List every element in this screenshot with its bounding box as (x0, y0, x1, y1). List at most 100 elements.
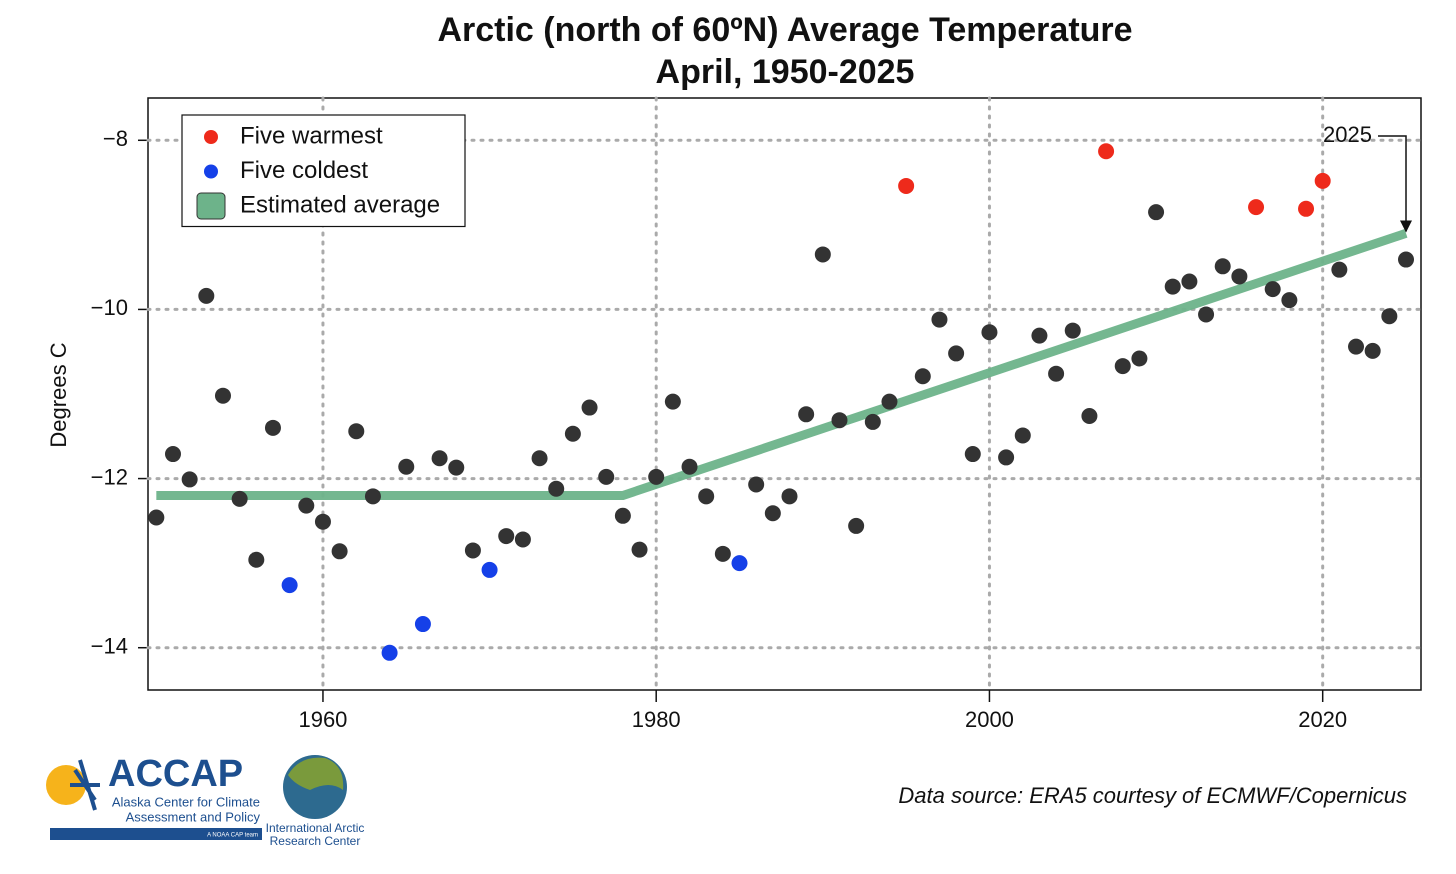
data-point (1281, 292, 1298, 309)
data-point (298, 497, 315, 514)
y-tick-label: −8 (103, 126, 128, 151)
data-point (814, 246, 831, 263)
data-point (981, 324, 998, 341)
data-point (548, 480, 565, 497)
data-point (798, 406, 815, 423)
data-point (231, 490, 248, 507)
data-point (1314, 172, 1331, 189)
data-point (1081, 407, 1098, 424)
logo-text: Assessment and Policy (126, 809, 261, 824)
y-tick-label: −10 (91, 295, 128, 320)
data-point (1398, 251, 1415, 268)
data-point (481, 561, 498, 578)
data-point (631, 541, 648, 558)
data-point (931, 311, 948, 328)
trend-line (156, 229, 1408, 500)
logo-text: Alaska Center for Climate (112, 794, 260, 809)
data-point (598, 468, 615, 485)
logo-accap: ACCAP Alaska Center for Climate Assessme… (46, 753, 262, 840)
data-point (964, 446, 981, 463)
logo-text: A NOAA CAP team (207, 833, 258, 839)
data-point (948, 345, 965, 362)
data-point (1131, 350, 1148, 367)
data-point (148, 509, 165, 526)
data-point (1231, 268, 1248, 285)
data-point (714, 545, 731, 562)
data-point (364, 488, 381, 505)
data-point (431, 450, 448, 467)
chart-title: Arctic (north of 60ºN) Average Temperatu… (437, 11, 1132, 49)
data-point (281, 577, 298, 594)
data-point (781, 488, 798, 505)
data-point (398, 458, 415, 475)
data-point (1198, 306, 1215, 323)
logo-title: ACCAP (108, 753, 243, 795)
x-tick-label: 1960 (298, 707, 347, 732)
legend-box (181, 114, 466, 228)
data-point (681, 458, 698, 475)
data-point (1048, 365, 1065, 382)
legend-marker (204, 130, 218, 144)
logo-iarc: International Arctic Research Center (266, 755, 365, 848)
data-point (1248, 199, 1265, 216)
data-point (1298, 200, 1315, 217)
data-point (531, 450, 548, 467)
data-point (648, 468, 665, 485)
logo-snowflake (70, 759, 100, 811)
data-point (198, 287, 215, 304)
data-point (898, 177, 915, 194)
data-point (614, 507, 631, 524)
data-point (914, 368, 931, 385)
data-point (998, 449, 1015, 466)
chart-subtitle: April, 1950-2025 (656, 53, 915, 91)
legend-label: Estimated average (240, 191, 440, 218)
data-point (581, 399, 598, 416)
data-point (731, 555, 748, 572)
data-point (414, 616, 431, 633)
data-point (864, 413, 881, 430)
data-point (831, 412, 848, 429)
data-point (564, 425, 581, 442)
logo-text: Research Center (270, 834, 361, 848)
logo-bar (50, 828, 262, 840)
source-note: Data source: ERA5 courtesy of ECMWF/Cope… (898, 783, 1407, 808)
data-point (314, 513, 331, 530)
data-point (1364, 342, 1381, 359)
data-point (1031, 327, 1048, 344)
data-point (348, 423, 365, 440)
logo-text: International Arctic (266, 821, 365, 835)
data-point (1164, 278, 1181, 295)
y-axis-label: Degrees C (46, 342, 71, 447)
data-point (498, 528, 515, 545)
data-point (381, 644, 398, 661)
y-tick-label: −12 (91, 464, 128, 489)
data-point (464, 542, 481, 559)
legend-label: Five warmest (240, 122, 383, 149)
data-point (1064, 322, 1081, 339)
data-point (848, 517, 865, 534)
x-tick-label: 2020 (1298, 707, 1347, 732)
data-point (1181, 273, 1198, 290)
data-point (214, 387, 231, 404)
annotation: 2025 (1323, 122, 1372, 147)
legend-marker (204, 164, 218, 179)
data-point (448, 459, 465, 476)
y-tick-label: −14 (91, 634, 128, 659)
annotation-arrow (1378, 135, 1412, 233)
data-point (1148, 204, 1165, 221)
data-point (698, 488, 715, 505)
data-point (664, 393, 681, 410)
data-point (764, 505, 781, 522)
data-point (1014, 427, 1031, 444)
data-point (748, 476, 765, 493)
x-tick-label: 2000 (965, 707, 1014, 732)
data-point (1098, 143, 1115, 160)
data-point (881, 393, 898, 410)
data-point (1114, 358, 1131, 375)
x-tick-label: 1980 (632, 707, 681, 732)
data-point (1381, 308, 1398, 325)
data-point (181, 471, 198, 488)
data-point (1331, 261, 1348, 278)
plot-frame (147, 97, 1422, 691)
data-point (514, 531, 531, 548)
